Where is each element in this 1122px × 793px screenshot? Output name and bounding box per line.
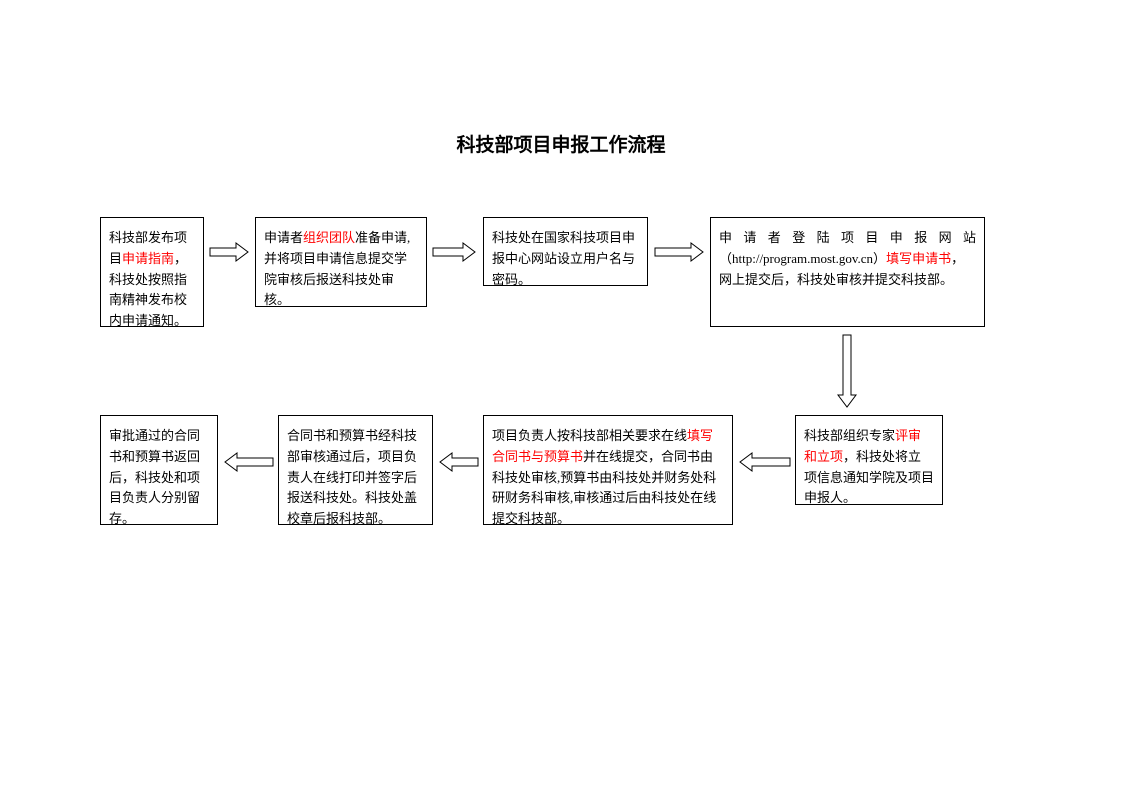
arrow-6 [225, 453, 273, 471]
flowchart-node-n8: 审批通过的合同书和预算书返回后，科技处和项目负责人分别留存。 [100, 415, 218, 525]
flowchart-node-n2: 申请者组织团队准备申请,并将项目申请信息提交学院审核后报送科技处审核。 [255, 217, 427, 307]
page-title: 科技部项目申报工作流程 [0, 130, 1122, 157]
flowchart-node-n5: 科技部组织专家评审和立项，科技处将立项信息通知学院及项目申报人。 [795, 415, 943, 505]
flowchart-node-n4: 申请者登陆项目申报网站（http://program.most.gov.cn）填… [710, 217, 985, 327]
flowchart-node-n7: 合同书和预算书经科技部审核通过后，项目负责人在线打印并签字后报送科技处。科技处盖… [278, 415, 433, 525]
flowchart-node-n6: 项目负责人按科技部相关要求在线填写合同书与预算书并在线提交，合同书由科技处审核,… [483, 415, 733, 525]
flowchart-node-n3: 科技处在国家科技项目申报中心网站设立用户名与密码。 [483, 217, 648, 286]
arrow-2 [655, 243, 703, 261]
arrow-5 [440, 453, 478, 471]
flowchart-node-n1: 科技部发布项目申请指南，科技处按照指南精神发布校内申请通知。 [100, 217, 204, 327]
arrow-4 [740, 453, 790, 471]
flowchart-arrows [0, 0, 1122, 793]
arrow-1 [433, 243, 475, 261]
arrow-0 [210, 243, 248, 261]
arrow-3 [838, 335, 856, 407]
